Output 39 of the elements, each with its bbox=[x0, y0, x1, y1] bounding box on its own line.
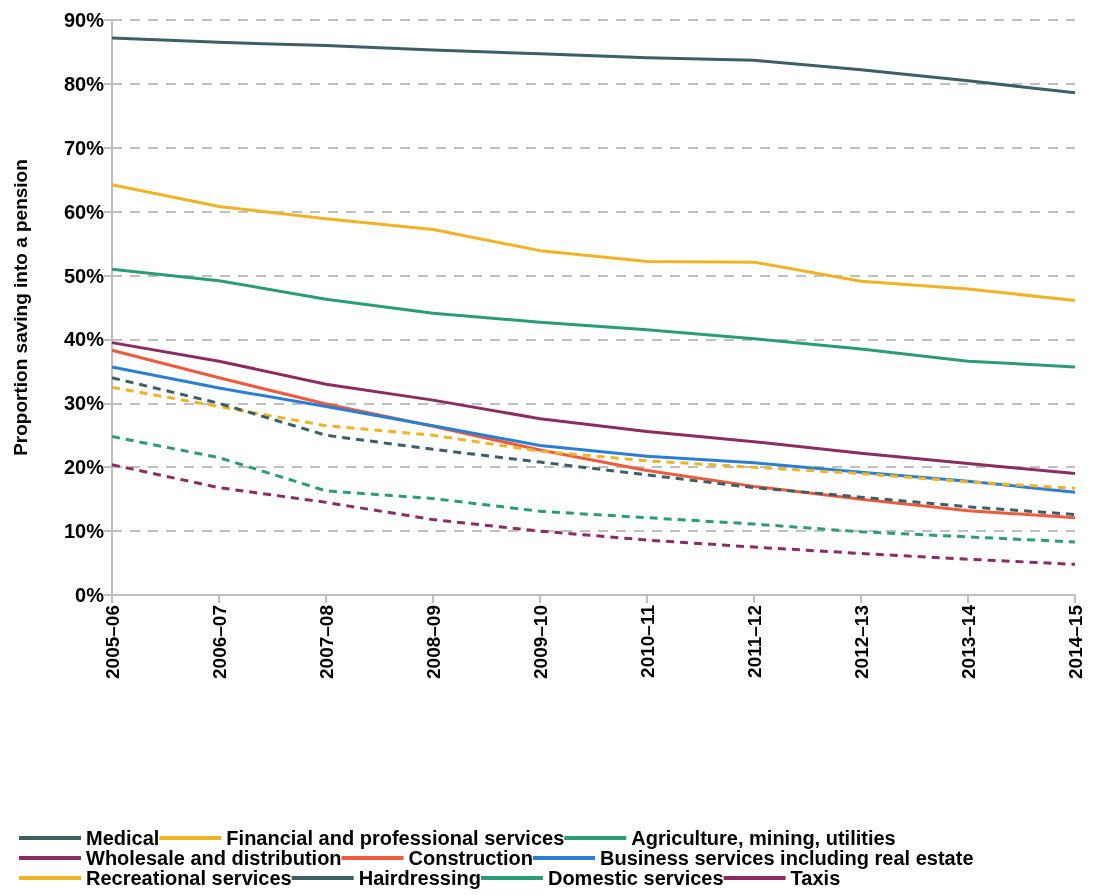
y-tick-label: 30% bbox=[63, 392, 105, 415]
x-tick-label: 2011–12 bbox=[743, 605, 765, 678]
legend-label: Wholesale and distribution bbox=[86, 847, 342, 869]
legend-label: Medical bbox=[86, 827, 160, 849]
x-tick-label: 2008–09 bbox=[422, 605, 444, 679]
x-tick-label: 2006–07 bbox=[208, 605, 230, 679]
y-tick-label: 50% bbox=[63, 264, 105, 287]
legend-label: Construction bbox=[408, 847, 533, 869]
legend-label: Recreational services bbox=[86, 867, 292, 889]
line-series bbox=[110, 341, 1077, 476]
y-tick-label: 60% bbox=[63, 200, 105, 223]
x-tick-label: 2013–14 bbox=[957, 604, 979, 679]
legend-label: Hairdressing bbox=[358, 867, 481, 889]
x-tick-label: 2010–11 bbox=[636, 604, 658, 678]
x-tick-label: 2005–06 bbox=[101, 605, 123, 679]
legend-label: Domestic services bbox=[547, 867, 724, 889]
line-series bbox=[110, 376, 1077, 516]
x-tick-label: 2012–13 bbox=[850, 605, 872, 679]
line-series bbox=[110, 385, 1077, 490]
line-series bbox=[110, 463, 1077, 566]
x-tick-label: 2014–15 bbox=[1064, 604, 1086, 679]
x-tick-label: 2009–10 bbox=[529, 605, 551, 679]
legend-label: Taxis bbox=[790, 867, 841, 889]
x-tick-label: 2007–08 bbox=[315, 605, 337, 679]
y-tick-label: 70% bbox=[63, 136, 105, 159]
line-series bbox=[110, 435, 1077, 544]
legend-label: Agriculture, mining, utilities bbox=[631, 827, 896, 849]
y-tick-label: 20% bbox=[63, 456, 105, 479]
line-series bbox=[110, 267, 1077, 369]
y-tick-label: 0% bbox=[75, 584, 105, 606]
legend-label: Financial and professional services bbox=[226, 827, 565, 849]
line-series bbox=[110, 183, 1077, 302]
y-tick-label: 40% bbox=[63, 328, 105, 351]
y-axis-title: Proportion saving into a pension bbox=[10, 159, 31, 456]
line-series bbox=[110, 365, 1077, 494]
y-tick-label: 90% bbox=[63, 9, 105, 31]
y-tick-label: 10% bbox=[63, 520, 105, 543]
line-series bbox=[110, 36, 1077, 95]
y-tick-label: 80% bbox=[63, 72, 105, 95]
